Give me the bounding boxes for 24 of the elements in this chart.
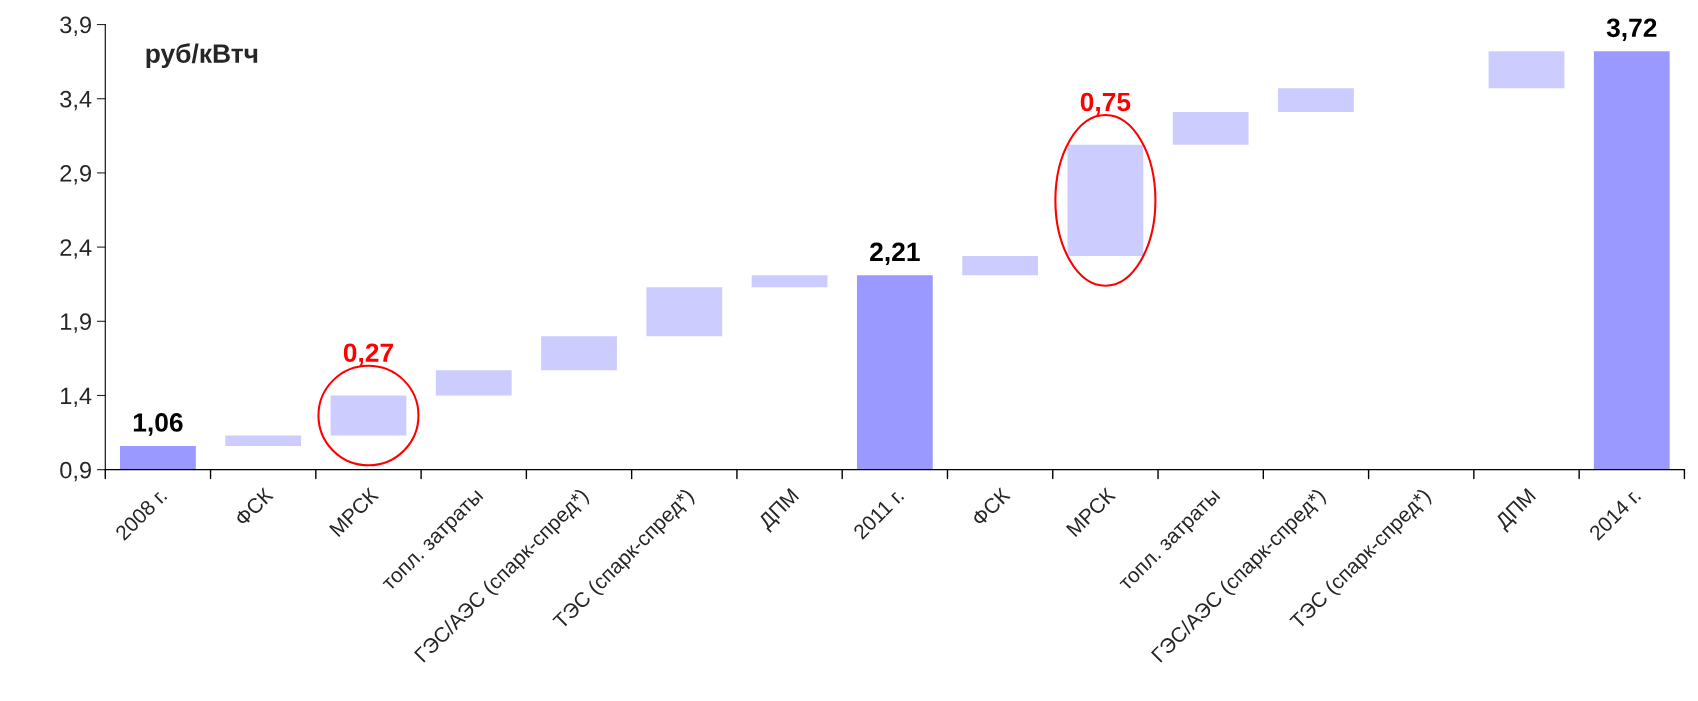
y-tick-label: 3,4 [60, 90, 92, 111]
data-label: 1,06 [133, 413, 183, 436]
y-tick-label: 2,9 [60, 164, 91, 185]
y-tick-label: 3,9 [60, 16, 91, 37]
data-label: 3,72 [1606, 18, 1657, 41]
y-tick-label: 2,4 [60, 239, 92, 259]
bar [541, 336, 617, 371]
bar [962, 256, 1039, 276]
y-tick-label: 1,4 [61, 387, 92, 408]
bar [646, 287, 723, 337]
bar [1278, 88, 1354, 113]
bar [435, 370, 512, 396]
bar [751, 275, 828, 288]
y-tick-label: 0,9 [60, 461, 91, 482]
y-axis-title: руб/кВтч [146, 43, 258, 69]
data-label: 0,75 [1080, 92, 1131, 116]
bar [225, 435, 302, 446]
bar [330, 395, 407, 436]
bar [1172, 112, 1249, 145]
y-tick-label: 1,9 [61, 313, 91, 333]
bar [1488, 51, 1565, 89]
data-label: 0,27 [343, 343, 393, 366]
data-label: 2,21 [870, 242, 920, 265]
bar [1067, 144, 1144, 257]
